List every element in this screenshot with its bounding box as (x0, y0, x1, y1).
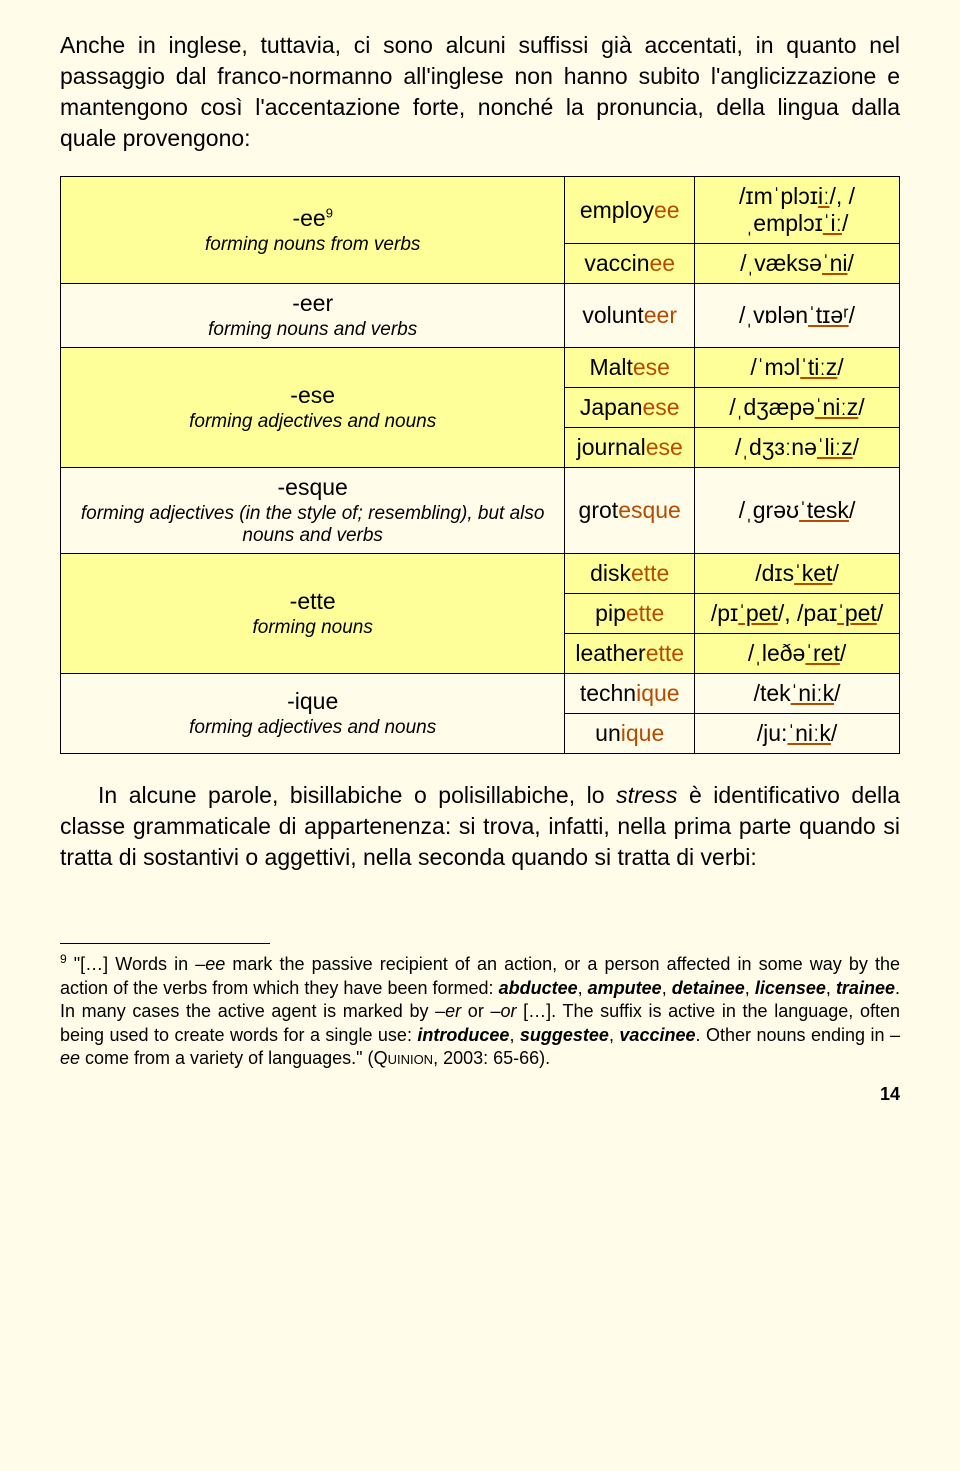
example-cell: Maltese (565, 348, 695, 388)
table-row: -eseforming adjectives and nounsMaltese/… (61, 348, 900, 388)
ipa-cell: /dɪsˈket/ (695, 554, 900, 594)
example-cell: employee (565, 177, 695, 244)
suffix-table: -ee9forming nouns from verbsemployee/ɪmˈ… (60, 176, 900, 754)
intro-paragraph: Anche in inglese, tuttavia, ci sono alcu… (60, 30, 900, 154)
table-row: -etteforming nounsdiskette/dɪsˈket/ (61, 554, 900, 594)
table-row: -eerforming nouns and verbsvolunteer/ˌvɒ… (61, 284, 900, 348)
footnote-rule (60, 943, 270, 944)
example-cell: pipette (565, 594, 695, 634)
paragraph-2: In alcune parole, bisillabiche o polisil… (60, 780, 900, 873)
suffix-cell: -eseforming adjectives and nouns (61, 348, 565, 468)
ipa-cell: /tekˈniːk/ (695, 674, 900, 714)
footnote-9: 9 "[…] Words in –ee mark the passive rec… (60, 952, 900, 1070)
para2-stress: stress (616, 782, 677, 808)
suffix-cell: -eerforming nouns and verbs (61, 284, 565, 348)
ipa-cell: /ˌleðəˈret/ (695, 634, 900, 674)
ipa-cell: /ˌɡrəʊˈtesk/ (695, 468, 900, 554)
ipa-cell: /ˌvæksəˈni/ (695, 244, 900, 284)
example-cell: unique (565, 714, 695, 754)
ipa-cell: /ˌdʒæpəˈniːz/ (695, 388, 900, 428)
ipa-cell: /ˈmɔlˈtiːz/ (695, 348, 900, 388)
example-cell: vaccinee (565, 244, 695, 284)
suffix-cell: -esqueforming adjectives (in the style o… (61, 468, 565, 554)
para2-pre: In alcune parole, bisillabiche o polisil… (98, 782, 616, 808)
example-cell: Japanese (565, 388, 695, 428)
table-row: -esqueforming adjectives (in the style o… (61, 468, 900, 554)
example-cell: volunteer (565, 284, 695, 348)
example-cell: journalese (565, 428, 695, 468)
table-row: -ee9forming nouns from verbsemployee/ɪmˈ… (61, 177, 900, 244)
ipa-cell: /pɪˈpet/, /paɪˈpet/ (695, 594, 900, 634)
suffix-cell: -iqueforming adjectives and nouns (61, 674, 565, 754)
ipa-cell: /ˌvɒlənˈtɪəʳ/ (695, 284, 900, 348)
footnote-number: 9 (60, 952, 67, 966)
ipa-cell: /ˌdʒɜːnəˈliːz/ (695, 428, 900, 468)
example-cell: technique (565, 674, 695, 714)
example-cell: grotesque (565, 468, 695, 554)
suffix-cell: -etteforming nouns (61, 554, 565, 674)
suffix-cell: -ee9forming nouns from verbs (61, 177, 565, 284)
page-number: 14 (60, 1084, 900, 1105)
ipa-cell: /ɪmˈplɔɪiː/, /ˌemplɔɪˈiː/ (695, 177, 900, 244)
example-cell: leatherette (565, 634, 695, 674)
table-row: -iqueforming adjectives and nounstechniq… (61, 674, 900, 714)
ipa-cell: /ju:ˈniːk/ (695, 714, 900, 754)
example-cell: diskette (565, 554, 695, 594)
